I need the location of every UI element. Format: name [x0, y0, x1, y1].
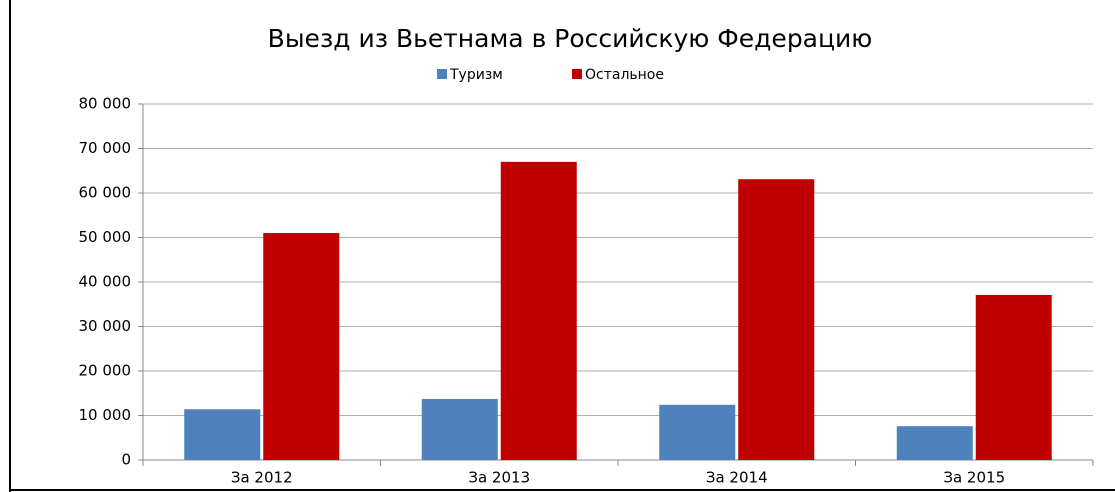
- y-tick-label: 20 000: [79, 362, 132, 380]
- y-tick-label: 80 000: [79, 95, 132, 113]
- bar: [500, 161, 577, 460]
- legend-swatch: [572, 69, 582, 79]
- y-tick-label: 10 000: [79, 406, 132, 424]
- x-tick-label: За 2015: [943, 469, 1005, 487]
- legend-label: Остальное: [585, 67, 664, 83]
- y-tick-label: 50 000: [79, 228, 132, 246]
- y-tick-label: 0: [121, 451, 131, 469]
- x-tick-label: За 2012: [231, 469, 293, 487]
- bar: [975, 294, 1052, 460]
- y-tick-label: 60 000: [79, 184, 132, 202]
- bar: [738, 179, 815, 460]
- y-tick-label: 70 000: [79, 139, 132, 157]
- x-tick-label: За 2013: [468, 469, 530, 487]
- x-tick-label: За 2014: [706, 469, 768, 487]
- legend-swatch: [437, 69, 447, 79]
- bar: [896, 426, 973, 460]
- bar: [659, 404, 736, 460]
- legend-label: Туризм: [449, 67, 503, 83]
- y-tick-label: 30 000: [79, 317, 132, 335]
- bar: [421, 399, 498, 460]
- y-tick-label: 40 000: [79, 273, 132, 291]
- bar: [263, 233, 340, 460]
- chart-title: Выезд из Вьетнама в Российскую Федерацию: [268, 24, 873, 53]
- bar: [184, 409, 261, 460]
